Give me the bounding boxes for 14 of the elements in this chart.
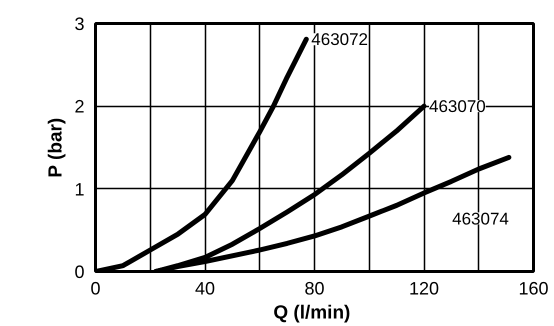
x-tick-label: 0 <box>90 278 101 298</box>
y-tick-label: 3 <box>74 14 85 34</box>
y-tick-label: 0 <box>74 262 85 282</box>
x-tick-label: 160 <box>518 278 549 298</box>
series-label: 463074 <box>452 209 509 228</box>
x-tick-label: 80 <box>304 278 325 298</box>
y-tick-label: 1 <box>74 179 85 200</box>
series-label: 463072 <box>311 30 368 50</box>
y-tick-label: 2 <box>74 96 85 117</box>
x-tick-label: 40 <box>194 278 216 298</box>
series-label: 463070 <box>429 97 486 116</box>
x-tick-label: 120 <box>408 278 440 298</box>
x-axis-title: Q (l/min) <box>273 302 350 324</box>
y-axis-title: P (bar) <box>45 118 66 178</box>
